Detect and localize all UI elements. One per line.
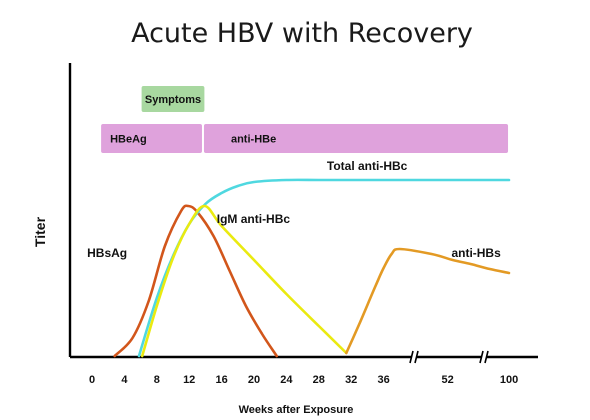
band-hbeag bbox=[101, 124, 202, 153]
series-label-anti-hbs: anti-HBs bbox=[451, 246, 501, 260]
x-tick-label: 8 bbox=[154, 374, 160, 386]
x-tick-label: 0 bbox=[89, 374, 95, 386]
x-tick-label: 12 bbox=[183, 374, 195, 386]
x-tick-label: 52 bbox=[441, 374, 453, 386]
axis-break-mark bbox=[409, 350, 419, 364]
x-tick-label: 36 bbox=[377, 374, 389, 386]
band-symptoms bbox=[141, 86, 205, 112]
band-label-hbeag: HBeAg bbox=[110, 134, 147, 146]
series-labels: HBsAg Total anti-HBc IgM anti-HBc anti-HBs bbox=[87, 159, 501, 260]
band-label-anti-hbe: anti-HBe bbox=[231, 134, 276, 146]
x-tick-labels: 0 4 8 12 16 20 24 28 32 36 52 100 bbox=[89, 374, 518, 386]
series-line-igm-anti-hbc bbox=[140, 204, 348, 358]
series-line-hbsag bbox=[113, 204, 278, 358]
x-tick-label: 4 bbox=[121, 374, 128, 386]
series-label-total-anti-hbc: Total anti-HBc bbox=[327, 159, 408, 173]
series-curves bbox=[113, 178, 511, 358]
series-label-hbsag: HBsAg bbox=[87, 246, 127, 260]
x-axis-label: Weeks after Exposure bbox=[239, 404, 354, 416]
period-bands: Symptoms HBeAg anti-HBe bbox=[101, 86, 509, 153]
x-tick-label: 100 bbox=[500, 374, 518, 386]
axis-break-mark bbox=[479, 350, 489, 364]
axis-breaks bbox=[409, 350, 489, 364]
series-line-anti-hbs bbox=[345, 247, 511, 355]
series-label-igm-anti-hbc: IgM anti-HBc bbox=[217, 212, 291, 226]
band-label-symptoms: Symptoms bbox=[145, 94, 201, 106]
x-tick-label: 16 bbox=[215, 374, 227, 386]
band-anti-hbe bbox=[203, 124, 509, 153]
x-tick-label: 20 bbox=[248, 374, 260, 386]
y-axis-label: Titer bbox=[32, 216, 48, 247]
chart-title: Acute HBV with Recovery bbox=[131, 18, 473, 49]
x-tick-label: 28 bbox=[313, 374, 325, 386]
x-tick-label: 24 bbox=[280, 374, 293, 386]
x-tick-label: 32 bbox=[345, 374, 357, 386]
